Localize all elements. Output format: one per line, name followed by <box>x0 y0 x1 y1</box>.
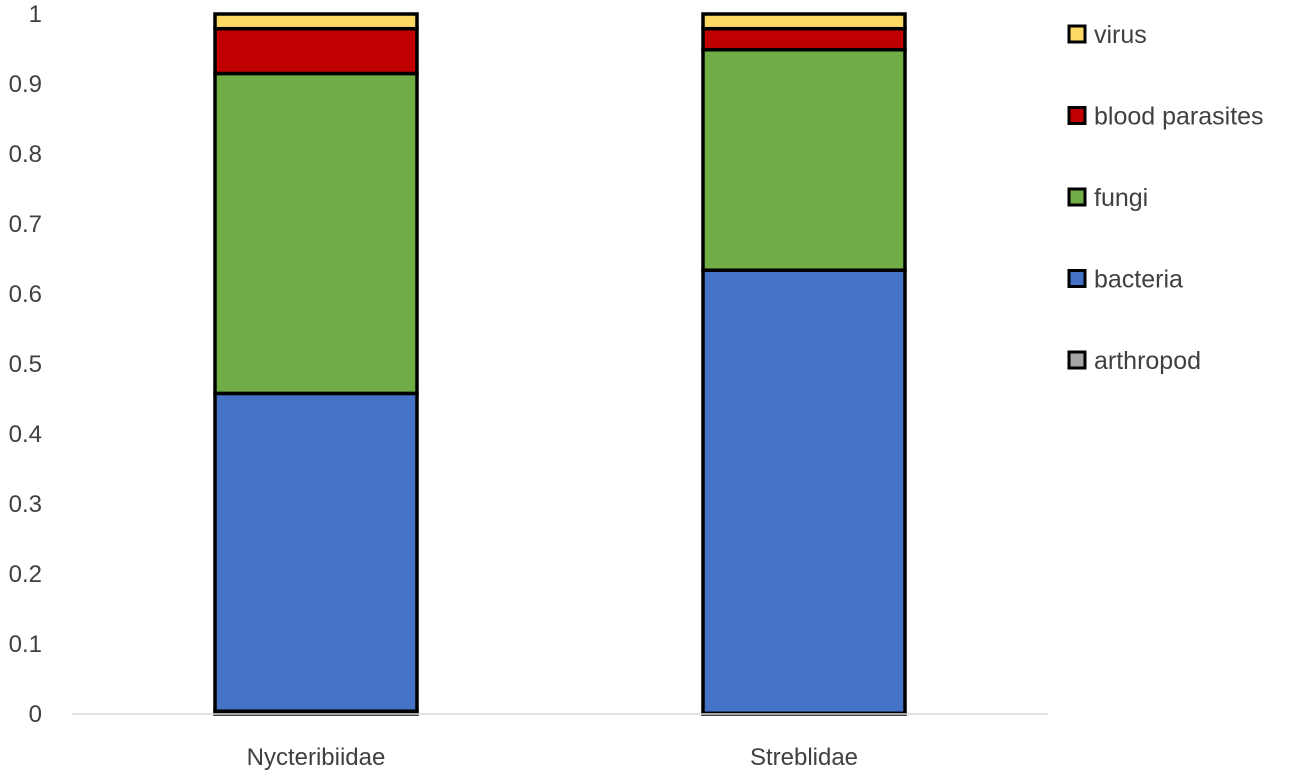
y-tick-label-3: 0.3 <box>9 491 42 518</box>
y-tick-label-0: 0 <box>29 701 42 728</box>
y-tick-label-1: 0.1 <box>9 631 42 658</box>
bar-streblidae-blood-parasites <box>701 26 907 52</box>
y-axis-tick-labels: 0 0.1 0.2 0.3 0.4 0.5 0.6 0.7 0.8 0.9 1 <box>9 1 42 728</box>
bar-nycteribiidae-virus <box>213 12 419 31</box>
y-tick-label-9: 0.9 <box>9 71 42 98</box>
legend-label-arthropod: arthropod <box>1094 347 1201 375</box>
legend-label-blood-parasites: blood parasites <box>1094 103 1264 131</box>
bar-nycteribiidae-fungi <box>213 71 419 396</box>
legend-label-bacteria: bacteria <box>1094 266 1183 294</box>
y-tick-label-2: 0.2 <box>9 561 42 588</box>
bar-streblidae-virus <box>701 12 907 31</box>
legend-swatch-bacteria <box>1067 269 1087 288</box>
y-tick-label-7: 0.7 <box>9 211 42 238</box>
y-tick-label-5: 0.5 <box>9 351 42 378</box>
y-tick-label-4: 0.4 <box>9 421 42 448</box>
bar-streblidae-bacteria <box>701 268 907 716</box>
legend: virus blood parasites fungi bacteria arthrop… <box>1067 21 1264 375</box>
legend-label-fungi: fungi <box>1094 184 1148 212</box>
legend-swatch-fungi <box>1067 187 1087 207</box>
legend-swatch-virus <box>1067 24 1087 44</box>
x-tick-label-nycteribiidae: Nycteribiidae <box>247 744 386 771</box>
bar-stacks <box>213 12 907 716</box>
y-tick-label-6: 0.6 <box>9 281 42 308</box>
legend-label-virus: virus <box>1094 21 1147 49</box>
y-tick-label-10: 1 <box>29 1 42 28</box>
x-axis-category-labels: Nycteribiidae Streblidae <box>247 744 858 771</box>
bar-nycteribiidae-blood-parasites <box>213 26 419 76</box>
legend-swatch-arthropod <box>1067 350 1087 370</box>
bar-streblidae-fungi <box>701 47 907 272</box>
x-tick-label-streblidae: Streblidae <box>750 744 858 771</box>
bar-nycteribiidae-bacteria <box>213 391 419 713</box>
y-tick-label-8: 0.8 <box>9 141 42 168</box>
legend-swatch-blood-parasites <box>1067 106 1087 125</box>
